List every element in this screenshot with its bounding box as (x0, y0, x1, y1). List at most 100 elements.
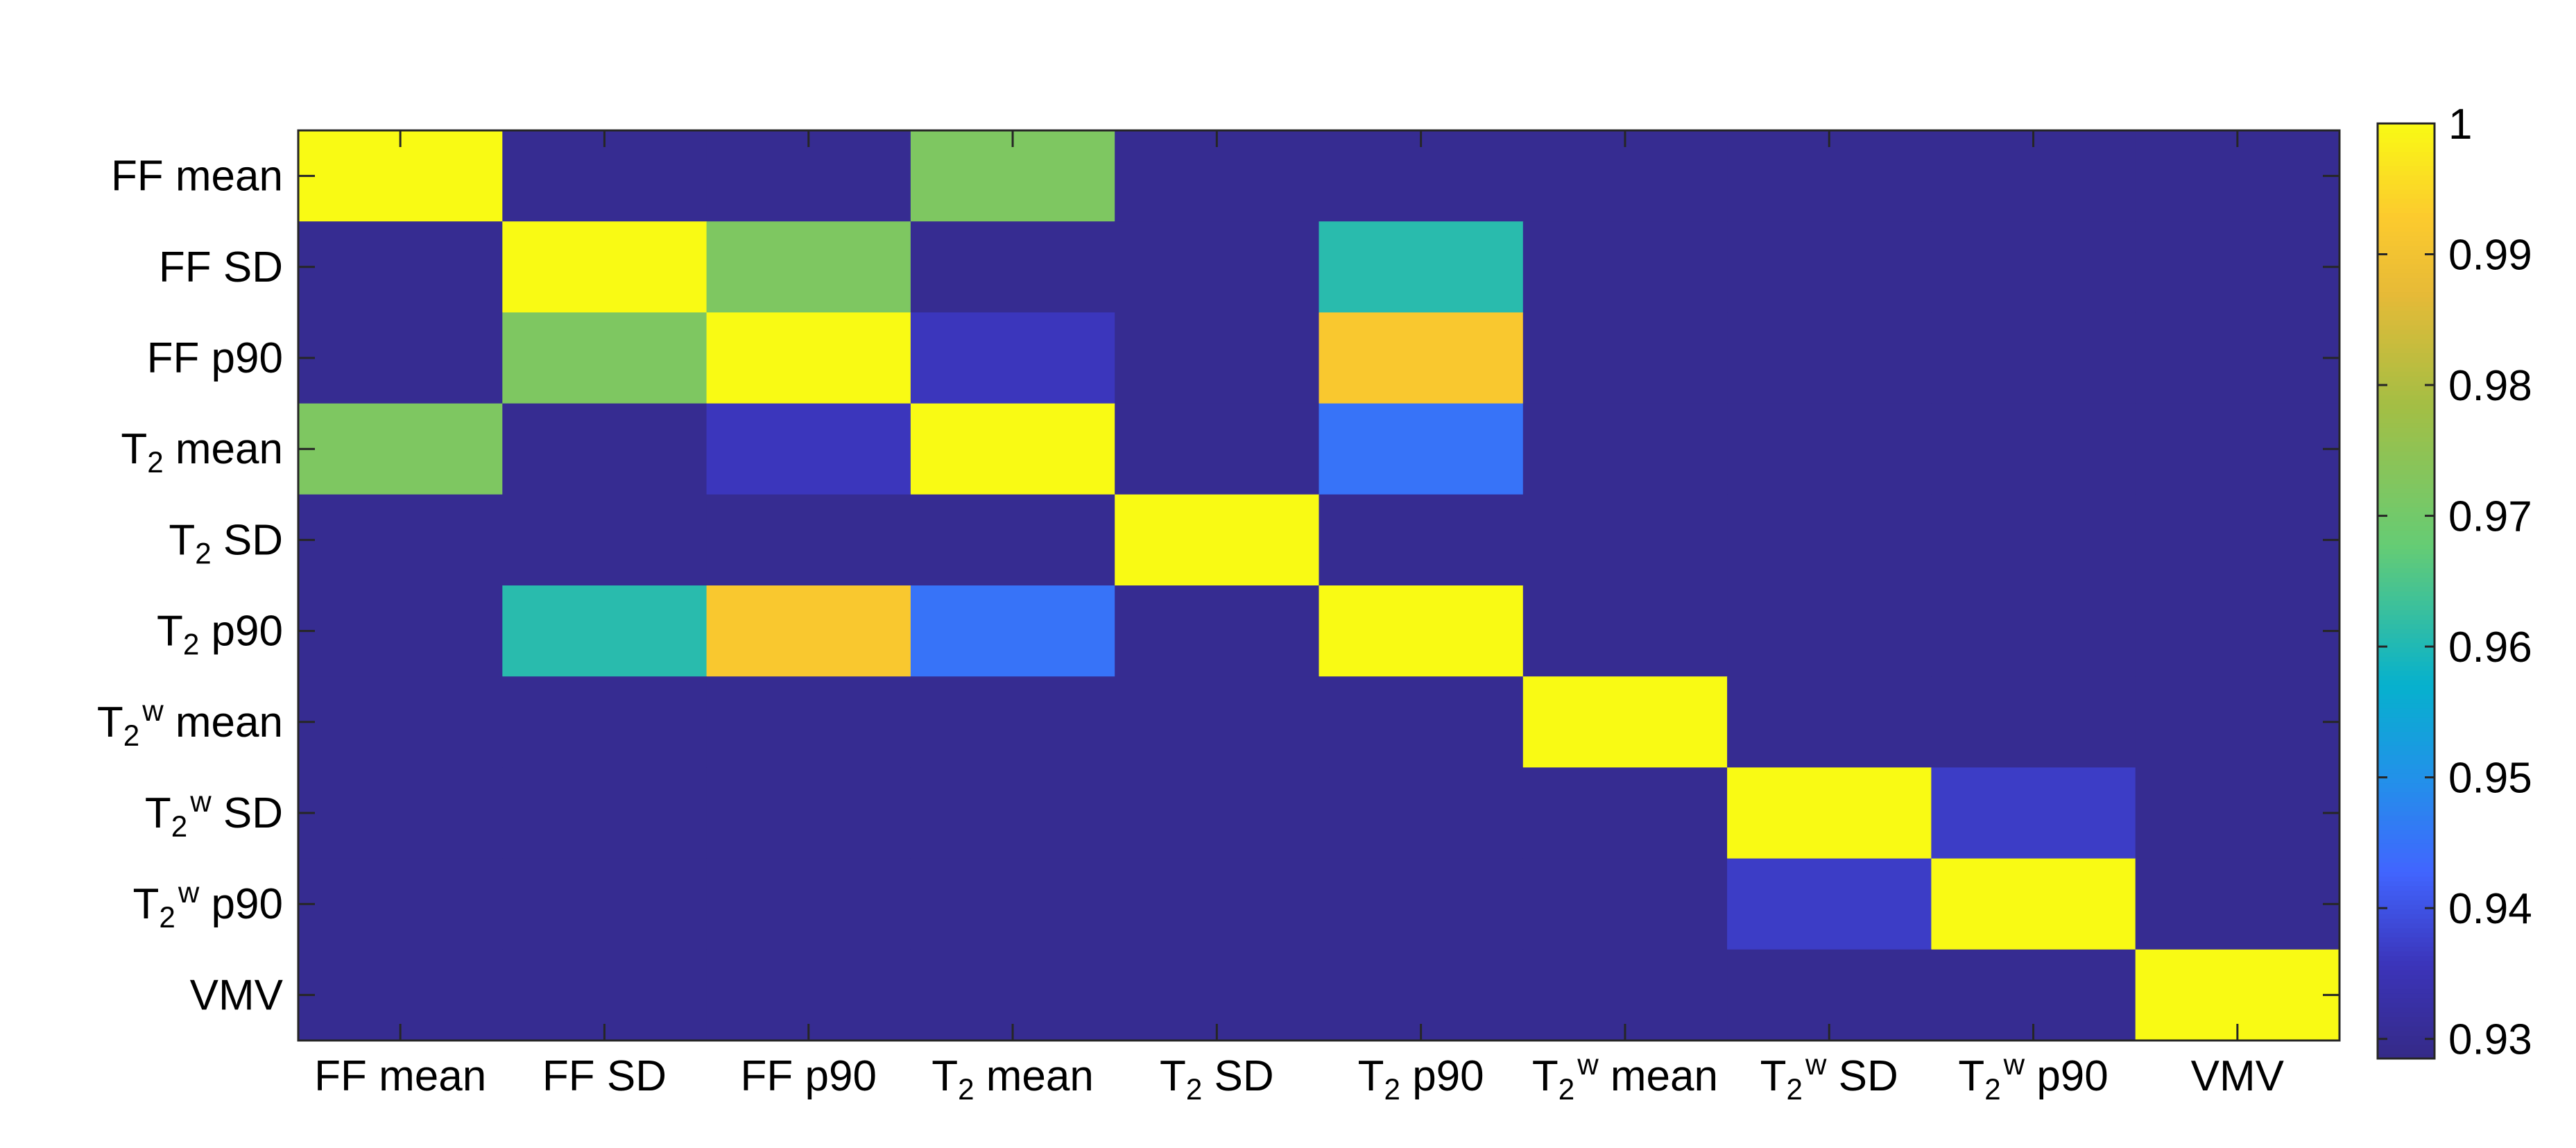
heatmap-cell (706, 585, 911, 677)
colorbar-segment (2378, 1040, 2435, 1045)
colorbar-segment (2378, 371, 2435, 377)
colorbar-segment (2378, 609, 2435, 615)
heatmap-cell (1522, 858, 1728, 950)
colorbar-segment (2378, 535, 2435, 540)
colorbar-segment (2378, 619, 2435, 624)
colorbar-segment (2378, 390, 2435, 395)
colorbar-tick-label: 0.97 (2448, 493, 2532, 541)
label-subscript: 2 (1984, 1073, 2000, 1106)
colorbar-segment (2378, 899, 2435, 905)
y-tick-label: T2 p90 (157, 608, 283, 661)
colorbar-segment (2378, 600, 2435, 606)
heatmap-cell (2135, 221, 2340, 313)
label-base: FF p90 (741, 1052, 877, 1100)
colorbar-segment (2378, 123, 2435, 129)
heatmap-cell (1522, 676, 1728, 768)
heatmap-cell (1319, 676, 1524, 768)
colorbar-segment (2378, 273, 2435, 279)
colorbar-segment (2378, 460, 2435, 465)
colorbar-segment (2378, 955, 2435, 961)
colorbar-segment (2378, 750, 2435, 755)
heatmap-cell (1727, 585, 1932, 677)
colorbar-segment (2378, 189, 2435, 194)
colorbar-segment (2378, 301, 2435, 307)
colorbar: 0.93 0.94 0.95 0.96 0.97 0.98 0.99 1 (2376, 101, 2532, 1064)
colorbar-segment (2378, 782, 2435, 788)
label-base: FF mean (111, 153, 283, 200)
label-subscript: 2 (171, 810, 187, 843)
heatmap-cell (706, 312, 911, 404)
heatmap-cell (1115, 403, 1320, 495)
y-tick-label: T2 SD (169, 516, 283, 569)
colorbar-segment (2378, 563, 2435, 569)
heatmap-cell (1115, 858, 1320, 950)
colorbar-segment (2378, 624, 2435, 629)
label-base: FF p90 (147, 334, 283, 382)
colorbar-segment (2378, 216, 2435, 223)
label-base: T (121, 425, 147, 473)
colorbar-tick-label: 0.94 (2448, 885, 2532, 933)
colorbar-segment (2378, 708, 2435, 714)
heatmap-cell (298, 767, 503, 859)
colorbar-segment (2378, 997, 2435, 1003)
heatmap-cell (1522, 403, 1728, 495)
heatmap-cell (910, 858, 1115, 950)
x-tick-label: VMV (2191, 1052, 2285, 1100)
colorbar-segment (2378, 993, 2435, 999)
colorbar-segment (2378, 651, 2435, 658)
heatmap-cell (502, 221, 707, 313)
colorbar-segment (2378, 339, 2435, 344)
colorbar-segment (2378, 979, 2435, 984)
colorbar-segment (2378, 801, 2435, 807)
heatmap-cell (910, 767, 1115, 859)
colorbar-segment (2378, 932, 2435, 938)
colorbar-segment (2378, 380, 2435, 386)
colorbar-segment (2378, 642, 2435, 648)
colorbar-tick-label: 0.98 (2448, 362, 2532, 410)
colorbar-segment (2378, 282, 2435, 288)
colorbar-segment (2378, 254, 2435, 260)
label-superscript: w (1805, 1048, 1827, 1081)
heatmap-cell (1727, 221, 1932, 313)
colorbar-segment (2378, 465, 2435, 470)
colorbar-segment (2378, 890, 2435, 896)
label-base: T (133, 880, 160, 928)
colorbar-segment (2378, 646, 2435, 653)
heatmap-cell (298, 585, 503, 677)
colorbar-segment (2378, 357, 2435, 363)
colorbar-segment (2378, 184, 2435, 190)
colorbar-frame (2376, 122, 2436, 1060)
label-superscript: w (2003, 1048, 2025, 1081)
colorbar-segment (2378, 375, 2435, 382)
colorbar-segment (2378, 740, 2435, 746)
colorbar-segment (2378, 554, 2435, 559)
colorbar-segment (2378, 927, 2435, 933)
colorbar-segment (2378, 450, 2435, 456)
colorbar-segment (2378, 506, 2435, 513)
colorbar-segment (2378, 137, 2435, 143)
colorbar-segment (2378, 984, 2435, 989)
colorbar-segment (2378, 581, 2435, 588)
heatmap-cell (1522, 494, 1728, 586)
colorbar-segment (2378, 754, 2435, 760)
y-tick-label: T2w p90 (133, 876, 283, 934)
colorbar-segment (2378, 520, 2435, 526)
colorbar-segment (2378, 488, 2435, 494)
label-rest: SD (1202, 1052, 1273, 1100)
colorbar-segment (2378, 670, 2435, 676)
colorbar-segment (2378, 394, 2435, 400)
colorbar-segment (2378, 479, 2435, 484)
colorbar-tick-label: 0.99 (2448, 232, 2532, 280)
label-base: T (145, 789, 171, 837)
colorbar-segment (2378, 1025, 2435, 1031)
colorbar-segment (2378, 413, 2435, 419)
colorbar-segment (2378, 558, 2435, 564)
colorbar-segment (2378, 286, 2435, 293)
colorbar-segment (2378, 240, 2435, 246)
heatmap-cell (706, 403, 911, 495)
colorbar-segment (2378, 264, 2435, 269)
x-tick-label: T2w mean (1532, 1048, 1718, 1106)
label-subscript: 2 (147, 446, 163, 479)
heatmap-cell (1931, 403, 2136, 495)
